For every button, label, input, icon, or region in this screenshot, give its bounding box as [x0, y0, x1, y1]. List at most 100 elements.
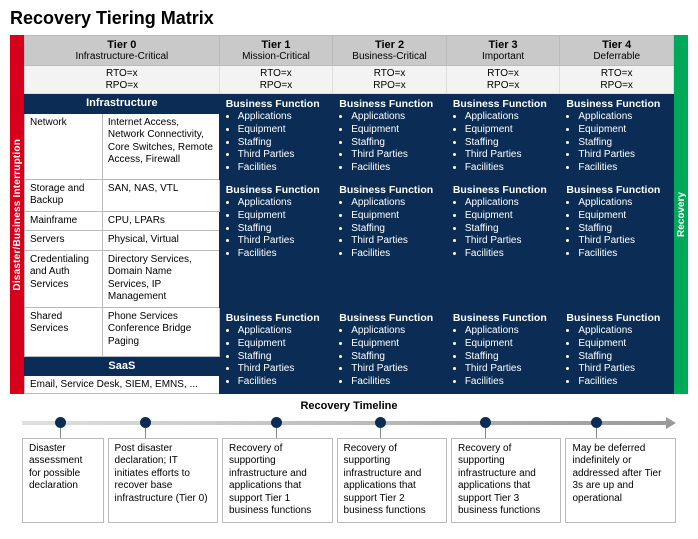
business-function-item: Applications	[238, 325, 327, 338]
business-function-item: Staffing	[238, 137, 327, 150]
bf-cell-t3-g3: Business FunctionApplicationsEquipmentSt…	[446, 307, 560, 393]
tier-sub: Deferrable	[562, 51, 671, 62]
rto-0: RTO=xRPO=x	[25, 66, 220, 94]
business-function-item: Facilities	[578, 162, 667, 175]
timeline-dot-icon	[480, 417, 491, 428]
tier-name: Tier 4	[602, 39, 631, 51]
infra-row-name-4: Credentialing and Auth Services	[25, 250, 103, 307]
tier-name: Tier 3	[489, 39, 518, 51]
business-function-item: Facilities	[578, 376, 667, 389]
timeline: Recovery Timeline Disaster assessment fo…	[22, 400, 676, 523]
business-function-title: Business Function	[566, 98, 667, 110]
page-title: Recovery Tiering Matrix	[10, 8, 688, 29]
business-function-item: Third Parties	[578, 235, 667, 248]
business-function-item: Equipment	[465, 210, 554, 223]
timeline-tick	[276, 428, 277, 438]
bf-cell-t4-g2: Business FunctionApplicationsEquipmentSt…	[560, 179, 674, 307]
tier-name: Tier 1	[261, 39, 290, 51]
bf-cell-t3-g1: Business FunctionApplicationsEquipmentSt…	[446, 94, 560, 180]
bf-cell-t2-g3: Business FunctionApplicationsEquipmentSt…	[333, 307, 447, 393]
business-function-item: Facilities	[351, 376, 440, 389]
timeline-dot-icon	[375, 417, 386, 428]
business-function-item: Applications	[578, 197, 667, 210]
infra-row-name-5: Shared Services	[25, 307, 103, 356]
business-function-item: Facilities	[465, 162, 554, 175]
business-function-item: Facilities	[238, 162, 327, 175]
business-function-title: Business Function	[453, 312, 554, 324]
business-function-item: Staffing	[238, 351, 327, 364]
business-function-list: ApplicationsEquipmentStaffingThird Parti…	[351, 197, 440, 261]
infra-row-detail-5: Phone Services Conference Bridge Paging	[102, 307, 219, 356]
business-function-item: Applications	[238, 111, 327, 124]
bf-cell-t2-g2: Business FunctionApplicationsEquipmentSt…	[333, 179, 447, 307]
business-function-title: Business Function	[566, 184, 667, 196]
tier-name: Tier 0	[107, 39, 136, 51]
bf-cell-t1-g3: Business FunctionApplicationsEquipmentSt…	[219, 307, 333, 393]
business-function-item: Equipment	[238, 338, 327, 351]
bf-cell-t1-g2: Business FunctionApplicationsEquipmentSt…	[219, 179, 333, 307]
business-function-list: ApplicationsEquipmentStaffingThird Parti…	[578, 325, 667, 389]
timeline-arrowhead-icon	[666, 417, 676, 429]
infrastructure-label: Infrastructure	[25, 94, 220, 114]
timeline-tick	[60, 428, 61, 438]
bf-cell-t4-g1: Business FunctionApplicationsEquipmentSt…	[560, 94, 674, 180]
business-function-item: Third Parties	[578, 363, 667, 376]
business-function-list: ApplicationsEquipmentStaffingThird Parti…	[465, 197, 554, 261]
business-function-item: Third Parties	[351, 363, 440, 376]
right-stripe-label: Recovery	[676, 192, 687, 237]
business-function-item: Third Parties	[465, 149, 554, 162]
business-function-item: Applications	[351, 111, 440, 124]
tier-sub: Business-Critical	[335, 51, 444, 62]
business-function-item: Staffing	[351, 137, 440, 150]
business-function-item: Facilities	[238, 376, 327, 389]
business-function-item: Equipment	[238, 124, 327, 137]
timeline-tick	[485, 428, 486, 438]
infra-row-detail-4: Directory Services, Domain Name Services…	[102, 250, 219, 307]
business-function-item: Applications	[578, 111, 667, 124]
tier-sub: Important	[449, 51, 558, 62]
left-stripe: Disaster/Business Interruption	[10, 35, 24, 394]
bf-cell-t2-g1: Business FunctionApplicationsEquipmentSt…	[333, 94, 447, 180]
rto-rpo-row: RTO=xRPO=x RTO=xRPO=x RTO=xRPO=x RTO=xRP…	[25, 66, 674, 94]
business-function-item: Equipment	[351, 338, 440, 351]
business-function-item: Third Parties	[351, 235, 440, 248]
business-function-list: ApplicationsEquipmentStaffingThird Parti…	[351, 111, 440, 175]
tier-header-row: Tier 0 Infrastructure-Critical Tier 1 Mi…	[25, 36, 674, 66]
business-function-item: Staffing	[238, 223, 327, 236]
right-stripe: Recovery	[674, 35, 688, 394]
business-function-item: Staffing	[578, 351, 667, 364]
matrix-container: Disaster/Business Interruption Tier 0 In…	[10, 35, 688, 394]
business-function-item: Equipment	[351, 210, 440, 223]
tier-sub: Infrastructure-Critical	[27, 51, 217, 62]
business-function-item: Staffing	[578, 137, 667, 150]
business-function-item: Third Parties	[465, 235, 554, 248]
business-function-item: Equipment	[578, 124, 667, 137]
timeline-boxes: Disaster assessment for possible declara…	[22, 438, 676, 523]
timeline-box-3: Recovery of supporting infrastructure an…	[337, 438, 447, 523]
business-function-item: Third Parties	[578, 149, 667, 162]
business-function-list: ApplicationsEquipmentStaffingThird Parti…	[578, 197, 667, 261]
business-function-title: Business Function	[226, 184, 327, 196]
bf-cell-t4-g3: Business FunctionApplicationsEquipmentSt…	[560, 307, 674, 393]
infra-row-name-1: Storage and Backup	[25, 179, 103, 211]
business-function-title: Business Function	[566, 312, 667, 324]
infra-row-detail-1: SAN, NAS, VTL	[102, 179, 219, 211]
bf-cell-t3-g2: Business FunctionApplicationsEquipmentSt…	[446, 179, 560, 307]
business-function-item: Facilities	[351, 248, 440, 261]
business-function-item: Applications	[578, 325, 667, 338]
timeline-dot-icon	[271, 417, 282, 428]
left-stripe-label: Disaster/Business Interruption	[12, 139, 23, 291]
business-function-item: Applications	[351, 325, 440, 338]
business-function-item: Third Parties	[238, 149, 327, 162]
timeline-dot-icon	[140, 417, 151, 428]
business-function-item: Applications	[238, 197, 327, 210]
business-function-item: Applications	[351, 197, 440, 210]
infra-row-name-2: Mainframe	[25, 211, 103, 231]
timeline-label: Recovery Timeline	[22, 400, 676, 412]
business-function-item: Third Parties	[238, 363, 327, 376]
timeline-box-4: Recovery of supporting infrastructure an…	[451, 438, 561, 523]
rto-2: RTO=xRPO=x	[333, 66, 447, 94]
business-function-item: Staffing	[351, 223, 440, 236]
infra-row-name-3: Servers	[25, 231, 103, 251]
business-function-item: Third Parties	[465, 363, 554, 376]
